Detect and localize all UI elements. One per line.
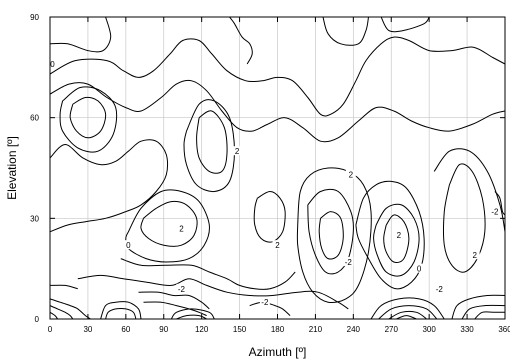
- contour-label-bg: [345, 169, 356, 179]
- contour-label: 2: [275, 241, 280, 250]
- contour-label: 0: [417, 265, 422, 274]
- contour-label-bg: [123, 240, 134, 250]
- contour-line: [49, 36, 506, 117]
- contour-line: [170, 308, 215, 320]
- contour-label-bg: [176, 283, 187, 293]
- contour-line: [318, 211, 344, 260]
- x-tick-label: 330: [460, 325, 474, 334]
- x-axis-title: Azimuth [º]: [249, 345, 307, 359]
- contour-line: [196, 110, 228, 174]
- contour-line: [355, 180, 425, 290]
- contour-label-bg: [434, 283, 445, 293]
- contour-line: [49, 305, 74, 320]
- x-tick-label: 240: [347, 325, 361, 334]
- contour-line: [69, 96, 107, 139]
- contour-label: 2: [472, 251, 477, 260]
- contour-line: [474, 311, 505, 320]
- contour-line: [49, 298, 91, 320]
- contour-label: 0: [126, 241, 131, 250]
- x-tick-label: 180: [271, 325, 285, 334]
- contour-label: -2: [261, 298, 269, 307]
- y-axis-title: Elevation [º]: [5, 136, 19, 200]
- contour-label-bg: [176, 223, 187, 233]
- x-tick-label: 150: [233, 325, 247, 334]
- contour-label-bg: [259, 297, 270, 307]
- contour-line: [370, 297, 445, 320]
- contour-lines: [49, 16, 506, 320]
- contour-labels: 0 2 0 2 2 -2 -2 2 -2 2 0 -2 2 -2: [47, 58, 500, 307]
- contour-label-bg: [469, 250, 480, 260]
- x-tick-label: 210: [309, 325, 323, 334]
- contour-label: 2: [235, 147, 240, 156]
- contour-line: [49, 16, 112, 53]
- contour-line: [380, 16, 430, 33]
- y-tick-label: 90: [30, 13, 39, 22]
- contour-label: -2: [345, 258, 353, 267]
- contour-label-bg: [489, 206, 500, 216]
- contour-line: [176, 314, 207, 320]
- contour-line: [494, 191, 506, 216]
- contour-label-bg: [232, 146, 243, 156]
- contour-line: [138, 291, 210, 310]
- contour-line: [140, 200, 198, 247]
- contour-label-bg: [272, 240, 283, 250]
- contour-line: [120, 258, 296, 290]
- contour-line: [388, 310, 427, 320]
- x-tick-label: 30: [83, 325, 92, 334]
- contour-label: -2: [178, 285, 186, 294]
- contour-line: [229, 16, 253, 65]
- contour-line: [461, 304, 506, 320]
- x-tick-label: 60: [121, 325, 130, 334]
- contour-line: [383, 214, 410, 263]
- contour-label-bg: [414, 263, 425, 273]
- contour-label-bg: [393, 230, 404, 240]
- y-axis-ticks: 0 30 60 90: [30, 13, 505, 324]
- contour-label: 0: [50, 60, 55, 69]
- contour-line: [105, 308, 137, 320]
- contour-label: 2: [179, 224, 184, 233]
- contour-line: [49, 79, 506, 143]
- x-tick-label: 300: [422, 325, 436, 334]
- y-tick-label: 30: [30, 214, 39, 223]
- contour-line: [373, 203, 420, 277]
- contour-line: [322, 16, 369, 46]
- x-tick-label: 0: [48, 325, 53, 334]
- contour-line: [100, 301, 142, 320]
- x-axis-ticks: 0 30 60 90 120 150 180 210 240 270 300 330 360: [48, 17, 510, 334]
- contour-line: [253, 190, 286, 243]
- contour-line: [59, 86, 118, 153]
- y-tick-label: 60: [30, 114, 39, 123]
- x-tick-label: 90: [159, 325, 168, 334]
- contour-label: -2: [436, 285, 444, 294]
- contour-line: [433, 148, 506, 232]
- contour-line: [296, 167, 372, 304]
- y-tick-label: 0: [35, 315, 40, 324]
- contour-line: [49, 139, 169, 233]
- contour-label-bg: [343, 256, 354, 266]
- contour-line: [183, 99, 236, 193]
- contour-line: [451, 294, 506, 320]
- contour-line: [249, 301, 291, 316]
- x-tick-label: 360: [498, 325, 510, 334]
- contour-label: 2: [397, 231, 402, 240]
- contour-line: [49, 284, 78, 290]
- contour-line: [396, 315, 417, 320]
- contour-line: [143, 301, 207, 317]
- contour-line: [49, 311, 59, 320]
- contour-line: [378, 305, 438, 320]
- contour-line: [77, 274, 349, 310]
- contour-label-bg: [47, 58, 58, 68]
- contour-label: 2: [349, 171, 354, 180]
- x-tick-label: 120: [195, 325, 209, 334]
- x-tick-label: 270: [385, 325, 399, 334]
- contour-label: -2: [491, 208, 499, 217]
